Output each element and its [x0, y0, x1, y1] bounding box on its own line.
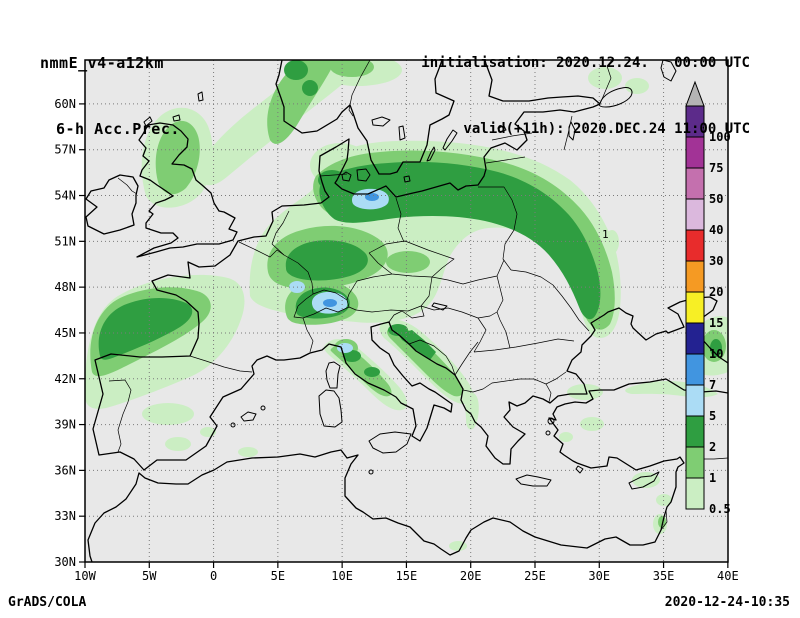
y-axis-label: 57N — [54, 143, 76, 157]
y-axis-label: 36N — [54, 463, 76, 477]
colorbar-level-label: 10 — [709, 347, 723, 361]
y-axis-label: 39N — [54, 418, 76, 432]
colorbar-level-label: 75 — [709, 161, 723, 175]
product-name: 6-h Acc.Prec. — [56, 120, 180, 138]
colorbar-box — [685, 477, 705, 510]
time-block: initialisation: 2020.12.24. 00:00 UTC va… — [421, 8, 750, 162]
colorbar-box — [685, 322, 705, 355]
colorbar-level-label: 20 — [709, 285, 723, 299]
colorbar-box — [685, 446, 705, 479]
colorbar-level-label: 2 — [709, 440, 716, 454]
colorbar-boxes — [685, 105, 705, 510]
colorbar-box — [685, 198, 705, 231]
colorbar-level-label: 0.5 — [709, 502, 731, 516]
x-axis-label: 15E — [396, 569, 418, 583]
x-axis-label: 30E — [588, 569, 610, 583]
colorbar-level-label: 15 — [709, 316, 723, 330]
x-axis-label: 10W — [74, 569, 96, 583]
colorbar-level-label: 5 — [709, 409, 716, 423]
y-axis-label: 33N — [54, 509, 76, 523]
x-axis-label: 5W — [142, 569, 157, 583]
y-axis: 30N 33N 36N 39N 42N 45N 48N 51N 54N 57N 60N — [54, 97, 85, 569]
coastlines — [85, 60, 728, 562]
x-axis-label: 5E — [271, 569, 285, 583]
y-axis-label: 48N — [54, 280, 76, 294]
y-axis-label: 54N — [54, 189, 76, 203]
x-axis-label: 40E — [717, 569, 739, 583]
colorbar-box — [685, 353, 705, 386]
colorbar-level-label: 30 — [709, 254, 723, 268]
colorbar-level-label: 50 — [709, 192, 723, 206]
colorbar-level-label: 40 — [709, 223, 723, 237]
colorbar-box — [685, 167, 705, 200]
y-axis-label: 42N — [54, 372, 76, 386]
x-axis-label: 25E — [524, 569, 546, 583]
x-axis: 10W 5W 0 5E 10E 15E 20E 25E 30E 35E 40E — [74, 562, 739, 583]
y-axis-label: 45N — [54, 326, 76, 340]
colorbar-level-label: 7 — [709, 378, 716, 392]
y-axis-label: 30N — [54, 555, 76, 569]
colorbar-level-label: 1 — [709, 471, 716, 485]
x-axis-label: 0 — [210, 569, 217, 583]
x-axis-label: 20E — [460, 569, 482, 583]
y-axis-label: 60N — [54, 97, 76, 111]
country-borders — [108, 60, 728, 531]
colorbar-box — [685, 415, 705, 448]
y-axis-label: 51N — [54, 234, 76, 248]
contour-label: 1 — [602, 228, 609, 241]
title-block: nmmE_v4-a12km 6-h Acc.Prec. — [40, 8, 180, 162]
valid-time: valid(+11h): 2020.DEC.24 11:00 UTC — [463, 121, 750, 137]
colorbar-box — [685, 291, 705, 324]
creation-timestamp: 2020-12-24-10:35 — [664, 595, 790, 610]
grads-credit: GrADS/COLA — [8, 595, 87, 610]
colorbar-box — [685, 260, 705, 293]
x-axis-label: 35E — [653, 569, 675, 583]
islands-and-lakes — [143, 60, 677, 490]
init-time: initialisation: 2020.12.24. 00:00 UTC — [421, 55, 750, 71]
model-name: nmmE_v4-a12km — [40, 54, 164, 72]
colorbar-box — [685, 229, 705, 262]
colorbar-level-label: 100 — [709, 130, 731, 144]
x-axis-label: 10E — [331, 569, 353, 583]
colorbar-box — [685, 384, 705, 417]
precip-level-7 — [323, 193, 379, 307]
